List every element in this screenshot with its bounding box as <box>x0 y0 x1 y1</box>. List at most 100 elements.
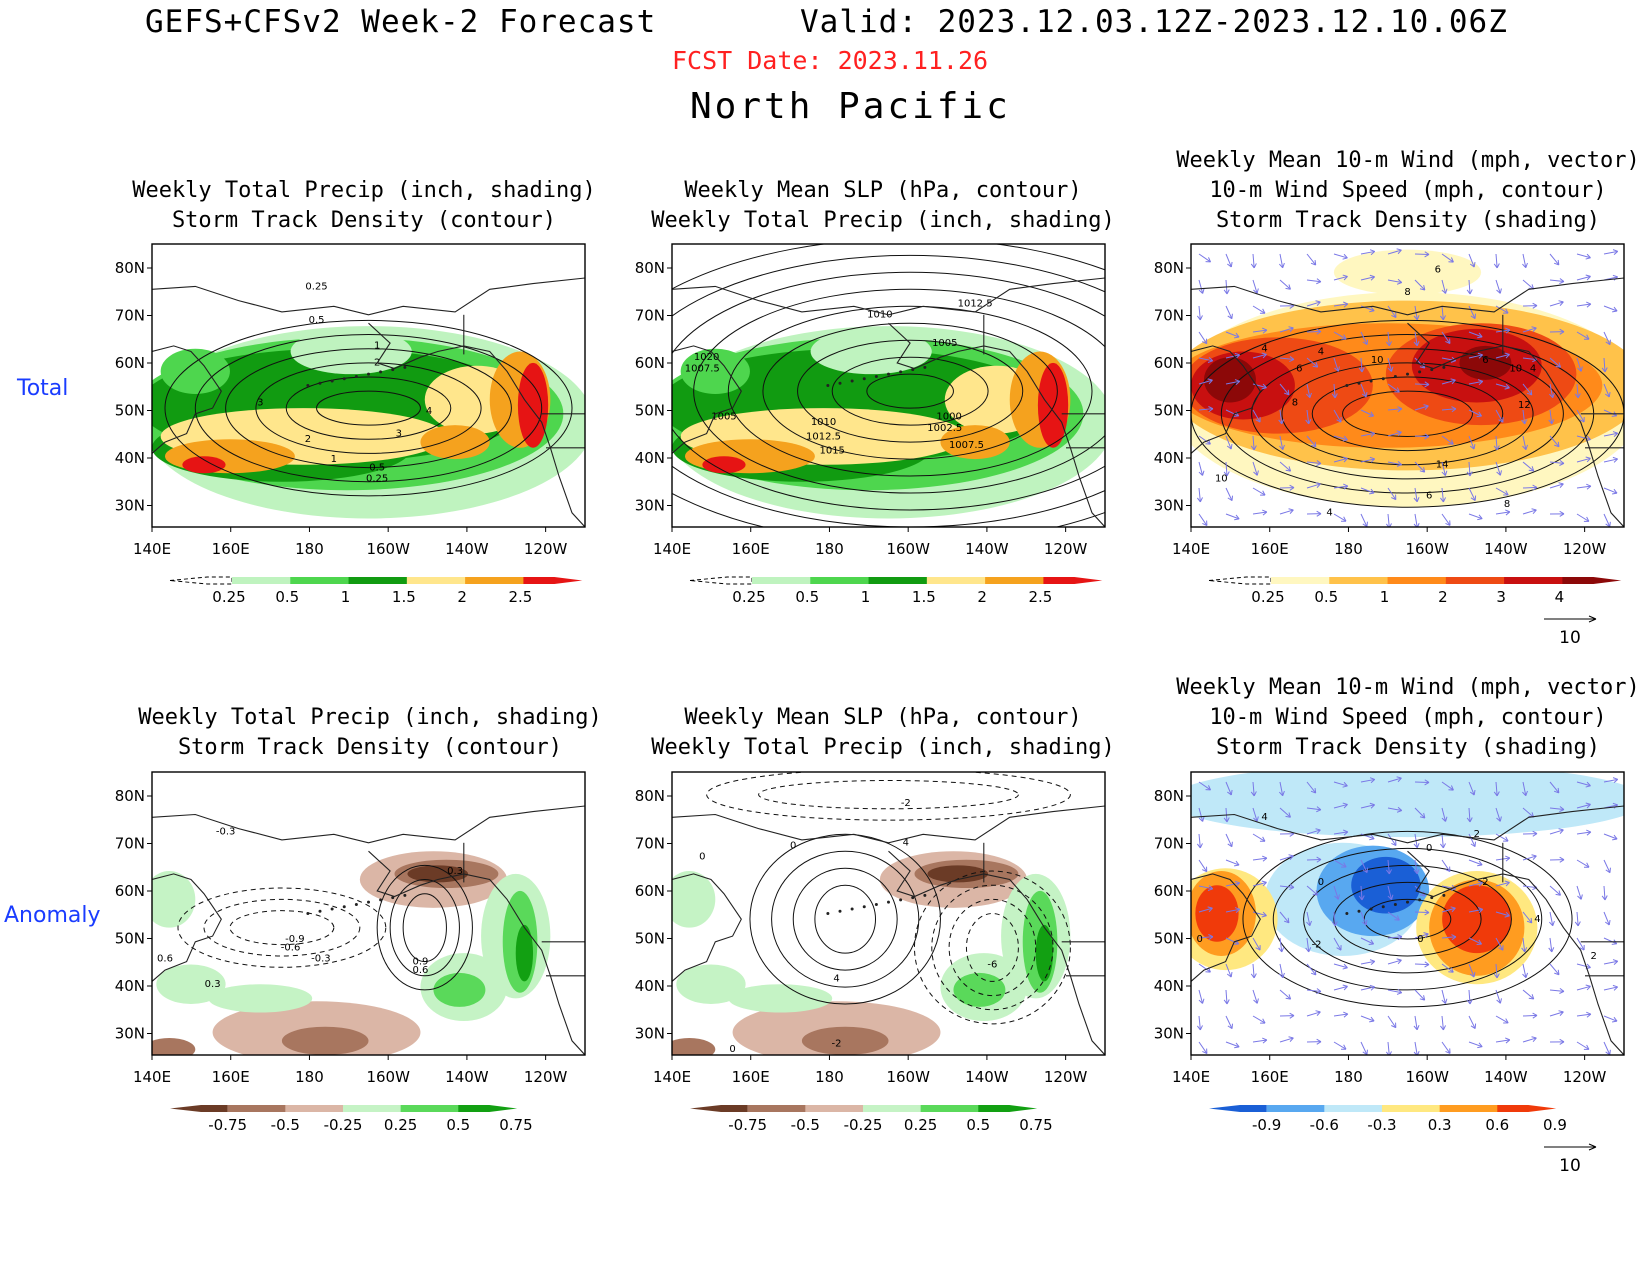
lat-tick-label: 50N <box>115 402 145 420</box>
wind-vector <box>1360 383 1367 398</box>
wind-vector-head <box>1439 315 1446 321</box>
wind-vector <box>1198 305 1201 320</box>
aleutian-island <box>874 902 878 906</box>
wind-vector <box>1252 487 1266 496</box>
wind-vector-head <box>1585 984 1591 991</box>
map-panel: -0.3-0.9-0.6-0.30.60.30.30.90.6 <box>152 772 585 1055</box>
storm-anomaly-shading <box>1195 885 1239 942</box>
map-frame <box>671 243 1106 528</box>
wind-vector-head <box>1253 998 1259 1004</box>
wind-vector-head <box>1531 508 1537 514</box>
colorbar-label: 1 <box>1380 588 1390 606</box>
contour-line <box>758 779 1019 810</box>
wind-vector-head <box>1387 366 1394 372</box>
lat-tick-label: 30N <box>635 1025 665 1043</box>
lon-tick-label: 160W <box>1405 540 1449 558</box>
precip-anomaly-shading <box>281 1026 369 1055</box>
wind-vector <box>1360 778 1375 783</box>
lat-tick-label: 70N <box>635 307 665 325</box>
lat-tick-label: 50N <box>1154 402 1184 420</box>
contour-line <box>1251 348 1564 480</box>
wind-vector-head <box>1450 906 1456 913</box>
colorbar-swatch <box>465 577 525 584</box>
wind-vector <box>1549 279 1564 283</box>
wind-vector <box>1522 911 1533 924</box>
aleutian-island <box>1369 379 1373 383</box>
wind-vector-head <box>1558 1010 1564 1016</box>
colorbar-swatch <box>1266 1105 1326 1112</box>
colorbar-label: -0.25 <box>844 1116 883 1134</box>
wind-vector-head <box>1278 419 1285 425</box>
lat-tick-label: 80N <box>115 259 145 277</box>
wind-vector-head <box>1574 393 1581 399</box>
wind-vector <box>1522 357 1537 361</box>
wind-vector-head <box>1397 406 1403 413</box>
wind-vector-head <box>1259 308 1266 314</box>
contour-label: 0.6 <box>413 965 429 976</box>
wind-vector-head <box>1396 278 1403 285</box>
wind-vector <box>1360 1015 1375 1022</box>
wind-vector-head <box>1341 516 1347 522</box>
wind-vector-head <box>1612 249 1619 256</box>
wind-vector-head <box>1469 972 1476 978</box>
wind-vector <box>1360 458 1375 463</box>
wind-vector <box>1468 781 1475 796</box>
wind-vector-head <box>1493 263 1500 269</box>
wind-vector-head <box>1289 484 1295 491</box>
wind-vector <box>1306 911 1311 926</box>
wind-vector-head <box>1289 1012 1295 1019</box>
wind-vector-head <box>1505 855 1511 862</box>
wind-vector-head <box>1604 391 1611 398</box>
aleutian-island <box>838 381 842 385</box>
precip-anomaly-shading <box>208 984 313 1013</box>
contour-line <box>931 884 1054 1011</box>
wind-vector-head <box>1493 445 1500 451</box>
precip-anomaly-shading <box>672 1038 716 1055</box>
wind-vector-head <box>1369 306 1375 313</box>
wind-vector-head <box>1227 841 1233 848</box>
wind-vector-head <box>1396 430 1402 437</box>
wind-vector-head <box>1369 777 1376 784</box>
precip-anomaly-shading <box>728 984 833 1013</box>
wind-vector-head <box>1385 523 1392 527</box>
wind-vector <box>1603 458 1618 463</box>
wind-vector-head <box>1584 334 1590 340</box>
wind-vector-head <box>1261 383 1267 390</box>
wind-vector <box>1279 279 1291 290</box>
wind-vector-head <box>1260 490 1266 496</box>
wind-vector <box>1225 833 1233 847</box>
wind-vector <box>1549 829 1564 835</box>
wind-vector <box>1279 855 1294 861</box>
wind-vector <box>1522 486 1538 489</box>
wind-vector <box>1603 432 1618 437</box>
wind-vector-head <box>1605 339 1611 346</box>
wind-vector-head <box>1253 816 1259 822</box>
lon-tick-label: 160E <box>212 540 250 558</box>
wind-vector <box>1252 881 1267 887</box>
lon-tick-label: 140W <box>965 1068 1009 1086</box>
colorbar-swatch <box>290 577 350 584</box>
wind-vector <box>1576 513 1590 522</box>
wind-vector <box>1549 937 1553 952</box>
wind-vector <box>1387 331 1390 346</box>
wind-vector-head <box>1234 379 1241 386</box>
colorbar: 0.25 0.5 1 1.5 2 2.5 <box>169 576 583 606</box>
wind-vector <box>1225 908 1240 913</box>
precip-anomaly-shading <box>927 865 989 883</box>
contour-label: -2 <box>832 1039 842 1050</box>
wind-vector-head <box>1227 313 1233 320</box>
wind-vector <box>1387 279 1402 284</box>
lon-tick-label: 160E <box>212 1068 250 1086</box>
contour-line <box>285 376 452 440</box>
contour-label: 0.3 <box>205 979 221 990</box>
aleutian-island <box>923 893 927 897</box>
colorbar-swatch <box>862 1105 922 1112</box>
wind-vector <box>1387 777 1402 783</box>
lat-tick-label: 50N <box>635 402 665 420</box>
wind-vector <box>1333 357 1339 372</box>
precip-anomaly-shading <box>152 871 196 928</box>
lon-tick-label: 140W <box>965 540 1009 558</box>
wind-vector-head <box>1469 444 1476 450</box>
precip-anomaly-shading <box>515 924 534 982</box>
wind-vector-head <box>1583 516 1590 522</box>
